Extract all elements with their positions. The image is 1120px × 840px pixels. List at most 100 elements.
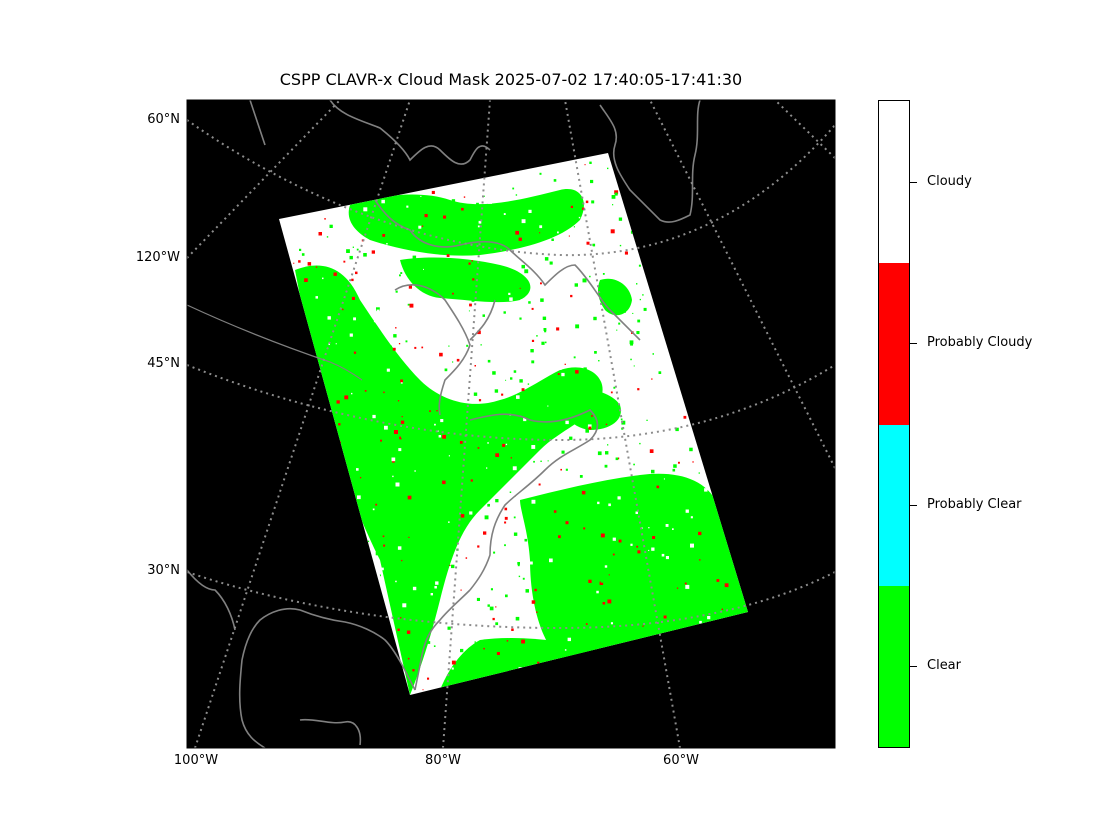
cloud-speckle — [473, 392, 478, 396]
cloud-speckle — [605, 423, 608, 426]
cloud-speckle — [654, 551, 658, 556]
cloud-speckle — [660, 572, 662, 574]
cloud-speckle — [608, 256, 612, 261]
cloud-speckle — [583, 367, 587, 371]
cloud-speckle — [628, 228, 631, 231]
cloud-speckle — [429, 410, 431, 412]
cloud-speckle — [697, 584, 699, 586]
cloud-speckle — [539, 654, 543, 658]
cloud-speckle — [557, 366, 562, 370]
cloud-speckle — [442, 434, 446, 439]
cloud-speckle — [618, 539, 622, 543]
cloud-speckle — [600, 579, 605, 583]
cloud-speckle — [698, 472, 700, 474]
cloud-speckle — [650, 552, 653, 555]
cloud-speckle — [527, 659, 529, 662]
cloud-speckle — [489, 451, 491, 453]
cloud-speckle — [683, 415, 687, 419]
lon-label-100w: 100°W — [173, 753, 219, 768]
cloud-speckle — [571, 553, 575, 557]
gridline-lon-120w — [187, 100, 341, 259]
cloud-speckle — [478, 289, 481, 292]
cloud-speckle — [543, 328, 547, 331]
cloud-speckle — [553, 510, 557, 513]
cloud-speckle — [346, 418, 349, 422]
cloud-speckle — [515, 616, 520, 621]
cloud-speckle — [424, 214, 428, 218]
cloud-speckle — [381, 199, 385, 204]
cloud-speckle — [487, 442, 489, 444]
cloud-speckle — [438, 551, 443, 556]
cloud-speckle — [531, 499, 536, 504]
cloud-speckle — [612, 204, 614, 206]
cloud-speckle — [398, 343, 401, 345]
cloud-speckle — [390, 345, 392, 348]
cloud-speckle — [519, 287, 521, 289]
cloud-speckle — [373, 312, 378, 316]
cloud-speckle — [397, 628, 400, 631]
cloud-speckle — [509, 491, 512, 493]
cloud-speckle — [502, 443, 506, 447]
cloud-speckle — [589, 161, 592, 164]
cloud-speckle — [672, 468, 676, 472]
cloud-speckle — [707, 616, 711, 620]
cloud-speckle — [477, 225, 480, 228]
cloud-speckle — [414, 653, 417, 656]
cloud-speckle — [401, 559, 403, 562]
cloud-speckle — [551, 238, 554, 241]
cloud-speckle — [460, 648, 464, 653]
cloud-speckle — [293, 262, 295, 264]
cloud-speckle — [553, 393, 555, 396]
cloud-speckle — [437, 332, 442, 336]
cloud-speckle — [520, 299, 525, 303]
cloud-speckle — [573, 226, 575, 228]
cloud-speckle — [518, 383, 522, 387]
cloud-speckle — [410, 666, 411, 668]
cloud-speckle — [649, 449, 654, 453]
cloud-speckle — [558, 236, 561, 239]
cloud-speckle — [318, 232, 322, 236]
cloud-speckle — [386, 243, 388, 245]
cloud-speckle — [516, 667, 519, 669]
cloud-speckle — [400, 381, 403, 384]
cloud-speckle — [505, 573, 508, 576]
cloud-speckle — [565, 420, 569, 425]
cloud-speckle — [530, 310, 533, 313]
cloud-speckle — [478, 220, 482, 224]
cloud-speckle — [463, 196, 466, 198]
cloud-speckle — [637, 319, 641, 323]
cloud-speckle — [584, 164, 586, 166]
colorbar-tick-probably-cloudy — [910, 343, 917, 344]
cloud-speckle — [492, 617, 495, 621]
cloud-speckle — [517, 564, 520, 567]
cloud-speckle — [586, 424, 588, 426]
cloud-speckle — [712, 524, 715, 526]
cloud-speckle — [597, 451, 602, 456]
cloud-speckle — [540, 460, 542, 462]
cloud-speckle — [482, 314, 485, 317]
cloud-speckle — [506, 640, 509, 642]
cloud-speckle — [504, 544, 506, 547]
cloud-speckle — [386, 368, 390, 372]
cloud-speckle — [689, 550, 693, 553]
cloud-speckle — [425, 364, 430, 369]
cloud-speckle — [534, 173, 536, 175]
cloud-speckle — [401, 269, 404, 272]
clear-region-west — [295, 265, 603, 695]
cloud-speckle — [393, 334, 397, 338]
cloud-speckle — [536, 611, 538, 613]
graticule — [187, 100, 835, 748]
cloud-speckle — [661, 553, 665, 557]
cloud-speckle — [610, 622, 613, 625]
cloud-speckle — [353, 351, 357, 354]
cloud-speckle — [540, 298, 544, 302]
cloud-speckle — [389, 549, 394, 553]
cloud-speckle — [505, 594, 508, 598]
cloud-speckle — [478, 433, 481, 436]
cloud-speckle — [528, 301, 531, 304]
cloud-speckle — [658, 371, 662, 374]
cloud-speckle — [420, 195, 422, 197]
cloud-speckle — [404, 411, 406, 413]
colorbar-probably-cloudy-swatch — [879, 263, 909, 425]
